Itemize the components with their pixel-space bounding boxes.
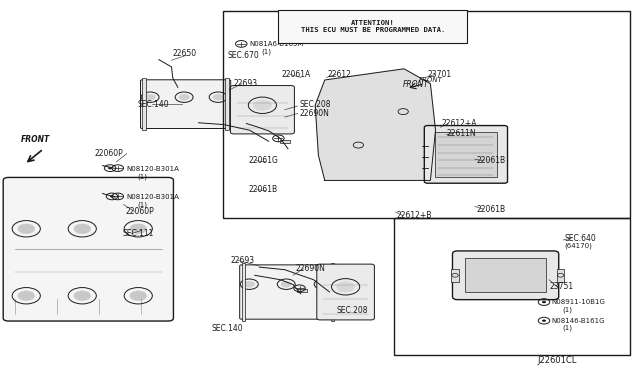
Circle shape (74, 224, 91, 234)
FancyBboxPatch shape (317, 264, 374, 320)
FancyBboxPatch shape (424, 126, 508, 183)
Text: N08911-10B1G: N08911-10B1G (552, 299, 605, 305)
Text: (1): (1) (562, 306, 572, 313)
Text: SEC.140: SEC.140 (138, 100, 169, 109)
FancyBboxPatch shape (452, 251, 559, 300)
Circle shape (145, 94, 155, 100)
Circle shape (130, 224, 147, 234)
Text: SEC.640: SEC.640 (564, 234, 596, 243)
Bar (557, 269, 564, 282)
Circle shape (244, 281, 255, 287)
Text: 22612+B: 22612+B (397, 211, 432, 220)
FancyBboxPatch shape (141, 80, 231, 129)
Circle shape (213, 94, 223, 100)
Text: 22612: 22612 (328, 70, 351, 79)
Circle shape (281, 281, 291, 287)
Circle shape (179, 94, 189, 100)
Text: 22612+A: 22612+A (442, 119, 477, 128)
Text: 22060P: 22060P (95, 149, 124, 158)
Text: 23751: 23751 (549, 282, 573, 291)
Text: 22690N: 22690N (300, 109, 330, 118)
Bar (394, 218, 630, 355)
Text: 22061B: 22061B (248, 185, 278, 194)
Text: J22601CL: J22601CL (538, 356, 577, 365)
Bar (297, 289, 307, 292)
Text: 22693: 22693 (234, 79, 258, 88)
Bar (278, 10, 467, 43)
Circle shape (18, 291, 35, 301)
Text: 22061A: 22061A (282, 70, 311, 79)
Bar (242, 263, 246, 321)
Bar (280, 140, 290, 143)
Circle shape (318, 281, 328, 287)
Text: 23701: 23701 (428, 70, 452, 79)
Circle shape (74, 291, 91, 301)
FancyBboxPatch shape (3, 177, 173, 321)
Text: 22061G: 22061G (248, 156, 278, 165)
FancyBboxPatch shape (240, 265, 337, 319)
Text: FRONT: FRONT (403, 80, 429, 89)
Text: FRONT: FRONT (419, 77, 443, 83)
Text: SEC.140: SEC.140 (211, 324, 243, 333)
Text: SEC.208: SEC.208 (337, 306, 368, 315)
Circle shape (18, 224, 35, 234)
Circle shape (337, 282, 355, 292)
Bar (465, 258, 546, 292)
Bar (330, 263, 334, 321)
Text: 22061B: 22061B (477, 205, 506, 214)
Text: N08146-B161G: N08146-B161G (552, 318, 605, 324)
Bar (435, 132, 497, 177)
FancyBboxPatch shape (230, 86, 294, 134)
Text: 22060P: 22060P (125, 207, 154, 216)
Circle shape (542, 320, 546, 322)
Text: ATTENTION!
THIS ECU MUST BE PROGRAMMED DATA.: ATTENTION! THIS ECU MUST BE PROGRAMMED D… (301, 20, 445, 33)
Text: (1): (1) (261, 48, 271, 55)
Bar (142, 78, 146, 131)
Text: 22690N: 22690N (296, 264, 326, 273)
Text: SEC.670: SEC.670 (227, 51, 259, 60)
Text: SEC.111: SEC.111 (123, 229, 154, 238)
Bar (223, 11, 630, 218)
Polygon shape (315, 69, 435, 180)
Text: (1): (1) (562, 325, 572, 331)
Circle shape (542, 301, 546, 303)
Circle shape (253, 100, 271, 110)
Text: N08120-B301A: N08120-B301A (127, 194, 180, 200)
Text: (1): (1) (138, 201, 148, 208)
Bar (451, 269, 459, 282)
Text: (64170): (64170) (564, 242, 593, 249)
Bar (225, 78, 229, 131)
Text: FRONT: FRONT (20, 135, 50, 144)
Text: N081A6-B165M: N081A6-B165M (250, 41, 304, 47)
Text: 22650: 22650 (173, 49, 197, 58)
Text: 22061B: 22061B (477, 156, 506, 165)
Circle shape (130, 291, 147, 301)
Text: 22693: 22693 (230, 256, 255, 265)
Circle shape (110, 195, 114, 198)
Text: 22611N: 22611N (447, 129, 476, 138)
Text: SEC.208: SEC.208 (300, 100, 331, 109)
Circle shape (108, 167, 112, 169)
Text: (1): (1) (138, 173, 148, 180)
Text: N08120-B301A: N08120-B301A (127, 166, 180, 172)
